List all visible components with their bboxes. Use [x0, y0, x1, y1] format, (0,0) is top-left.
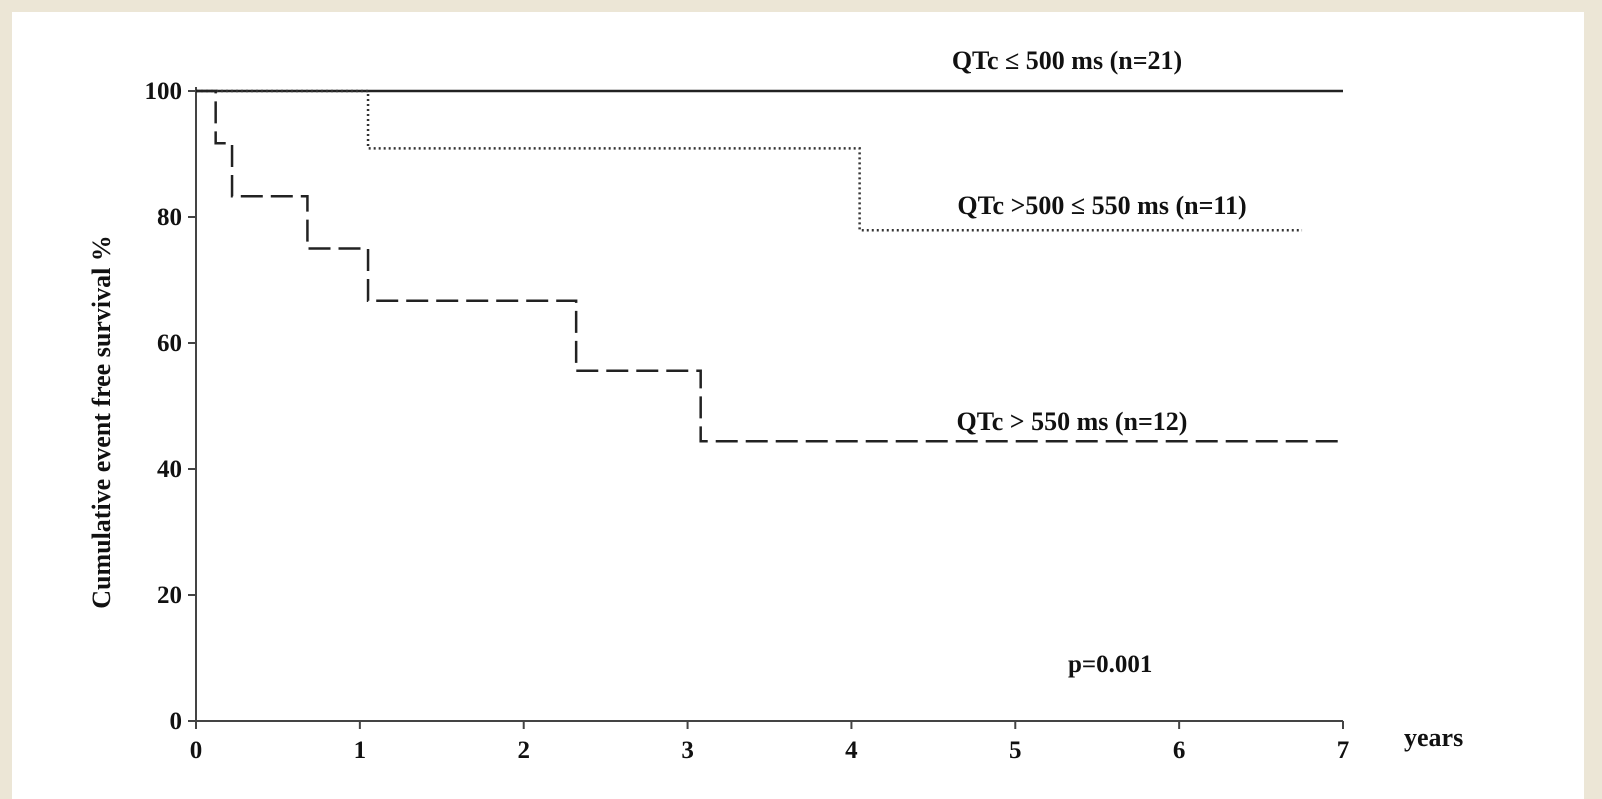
- y-tick-label: 60: [157, 330, 182, 357]
- series-label-3: QTc > 550 ms (n=12): [957, 407, 1188, 436]
- y-tick-label: 40: [157, 456, 182, 483]
- y-axis-title-group: Cumulative event free survival %: [87, 235, 116, 609]
- axes-layer: 0 20 40 60 80 100 0 1 2 3 4 5 6 7: [145, 78, 1350, 764]
- x-tick-label: 6: [1173, 737, 1186, 764]
- chart-frame: Cumulative event free survival % years p…: [12, 12, 1584, 799]
- x-tick-label: 7: [1337, 737, 1350, 764]
- y-tick-label: 20: [157, 582, 182, 609]
- x-tick-label: 3: [681, 737, 694, 764]
- x-tick-label: 4: [845, 737, 858, 764]
- y-tick-label: 0: [170, 708, 183, 735]
- x-axis-title: years: [1404, 723, 1463, 752]
- x-tick-label: 1: [354, 737, 367, 764]
- km-survival-chart: Cumulative event free survival % years p…: [87, 46, 1463, 764]
- x-tick-label: 0: [190, 737, 203, 764]
- y-axis-title: Cumulative event free survival %: [87, 235, 116, 609]
- x-tick-label: 2: [517, 737, 530, 764]
- x-tick-label: 5: [1009, 737, 1022, 764]
- series-label-layer: QTc ≤ 500 ms (n=21) QTc >500 ≤ 550 ms (n=…: [952, 46, 1247, 436]
- p-value-annotation: p=0.001: [1068, 651, 1152, 678]
- series-layer: [196, 89, 1343, 443]
- y-tick-label: 80: [157, 204, 182, 231]
- series-label-1: QTc ≤ 500 ms (n=21): [952, 46, 1182, 75]
- y-tick-label: 100: [145, 78, 183, 105]
- series-line-2: [196, 89, 1303, 232]
- series-label-2: QTc >500 ≤ 550 ms (n=11): [957, 191, 1246, 220]
- series-line-3: [196, 89, 1343, 443]
